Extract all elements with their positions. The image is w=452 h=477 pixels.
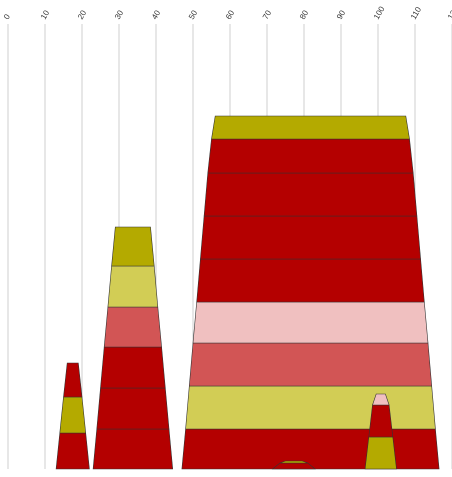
x-tick-label: 0 xyxy=(2,12,12,21)
stack-5-segment-3 xyxy=(372,393,390,406)
stack-1-segment-1 xyxy=(55,432,90,470)
stack-5-segment-1 xyxy=(364,436,397,470)
stack-1-segment-2 xyxy=(59,396,87,434)
x-tick-label: 70 xyxy=(261,8,274,21)
stack-3-segment-4 xyxy=(192,301,429,344)
stack-5-segment-2 xyxy=(368,404,394,438)
stack-3 xyxy=(181,115,440,470)
stack-3-segment-5 xyxy=(196,258,425,303)
stack-2 xyxy=(92,226,174,470)
stack-3-segment-3 xyxy=(188,342,433,387)
stack-3-segment-7 xyxy=(203,172,418,217)
x-tick-label: 10 xyxy=(39,8,52,21)
stack-4-segment-1 xyxy=(271,462,316,470)
x-tick-label: 30 xyxy=(113,8,126,21)
x-tick-label: 90 xyxy=(335,8,348,21)
x-tick-labels: 0 10 20 30 40 50 60 70 80 90 100 110 120 xyxy=(2,4,452,21)
x-tick-label: 40 xyxy=(150,8,163,21)
stack-3-segment-1 xyxy=(181,428,440,470)
x-tick-label: 60 xyxy=(224,8,237,21)
x-tick-label: 20 xyxy=(76,8,89,21)
stack-3-segment-9 xyxy=(211,115,410,140)
stack-1 xyxy=(55,362,90,470)
x-tick-label: 120 xyxy=(446,4,452,21)
x-tick-label: 50 xyxy=(187,8,200,21)
stack-2-segment-6 xyxy=(111,226,155,267)
stack-2-segment-2 xyxy=(96,387,170,430)
stack-5 xyxy=(364,393,397,470)
stack-3-segment-6 xyxy=(200,215,421,260)
stack-2-segment-3 xyxy=(100,346,166,389)
stack-3-segment-2 xyxy=(185,385,436,430)
stack-4-segment-2 xyxy=(279,460,308,464)
x-tick-label: 110 xyxy=(409,5,423,21)
stacks xyxy=(55,115,440,470)
stack-2-segment-4 xyxy=(103,306,162,348)
x-tick-label: 80 xyxy=(298,8,311,21)
stack-1-segment-3 xyxy=(63,362,83,398)
x-tick-label: 100 xyxy=(372,4,387,21)
stack-2-segment-1 xyxy=(92,428,174,470)
stack-3-segment-8 xyxy=(207,138,414,174)
stack-4 xyxy=(271,460,316,470)
stack-2-segment-5 xyxy=(107,265,159,308)
